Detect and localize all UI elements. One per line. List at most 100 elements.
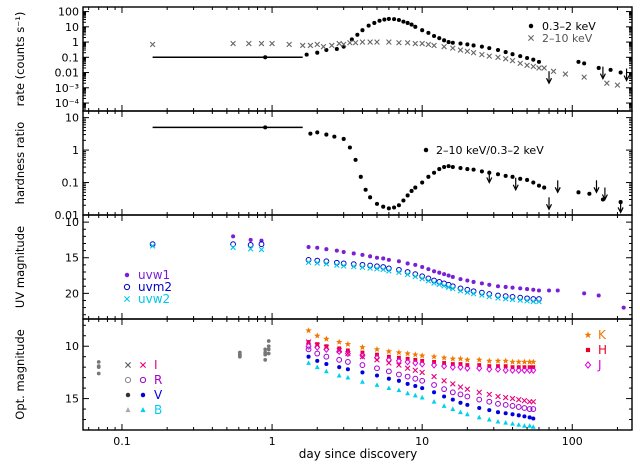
data-point bbox=[377, 18, 382, 23]
data-point bbox=[430, 353, 438, 360]
data-point bbox=[366, 23, 371, 28]
data-point bbox=[530, 63, 537, 70]
data-point bbox=[412, 273, 419, 280]
data-point bbox=[465, 167, 470, 172]
data-point bbox=[413, 185, 418, 190]
data-point bbox=[350, 261, 357, 268]
data-point bbox=[457, 384, 464, 390]
data-point bbox=[477, 405, 482, 411]
data-point bbox=[518, 54, 523, 59]
data-point bbox=[344, 359, 351, 365]
data-point bbox=[404, 39, 411, 46]
data-point bbox=[431, 361, 438, 369]
data-point bbox=[340, 263, 347, 269]
data-point bbox=[464, 356, 471, 363]
data-point bbox=[345, 367, 350, 372]
early-point bbox=[96, 364, 101, 368]
data-point bbox=[374, 365, 380, 372]
data-point bbox=[441, 403, 447, 408]
data-point bbox=[536, 59, 542, 64]
data-point bbox=[396, 371, 402, 378]
y-axis-label: hardness ratio bbox=[13, 122, 27, 205]
legend-label: 0.3–2 keV bbox=[542, 20, 596, 33]
data-point bbox=[426, 30, 431, 35]
data-point bbox=[405, 193, 410, 198]
data-point bbox=[509, 366, 516, 374]
y-tick-label: 0.01 bbox=[55, 209, 80, 222]
data-point bbox=[305, 259, 312, 266]
data-point bbox=[404, 373, 411, 380]
upper-limit-arrow bbox=[599, 73, 606, 80]
data-point bbox=[446, 40, 451, 45]
data-point bbox=[360, 28, 365, 33]
data-point bbox=[396, 266, 402, 273]
data-point bbox=[404, 358, 411, 366]
data-point bbox=[510, 285, 515, 290]
data-point bbox=[596, 65, 601, 71]
upper-limit-arrow bbox=[545, 204, 553, 211]
data-point bbox=[441, 362, 448, 370]
panel-frame bbox=[82, 110, 633, 216]
data-point bbox=[502, 366, 509, 374]
data-point bbox=[425, 278, 432, 284]
data-point bbox=[367, 262, 374, 269]
data-point bbox=[502, 295, 509, 302]
data-point bbox=[503, 364, 508, 369]
data-point bbox=[230, 241, 236, 248]
data-point bbox=[386, 376, 391, 381]
data-point bbox=[526, 406, 533, 412]
data-point bbox=[349, 37, 354, 42]
series-uvw2 bbox=[149, 243, 542, 305]
data-point bbox=[531, 180, 536, 185]
data-point bbox=[442, 165, 447, 170]
data-point bbox=[536, 296, 542, 302]
data-point bbox=[359, 362, 366, 368]
data-point bbox=[420, 28, 425, 33]
series-0-3-2-kev bbox=[152, 16, 630, 85]
data-point bbox=[367, 265, 373, 271]
data-point bbox=[413, 262, 418, 267]
legend-label: K bbox=[598, 328, 607, 342]
data-point bbox=[536, 183, 542, 188]
data-point bbox=[441, 386, 448, 393]
y-tick-label: 10 bbox=[65, 21, 79, 34]
panel-hardness: 10 1 0.1 0.01 hardness ratio 2–10 keV/0.3–2 k… bbox=[13, 110, 633, 222]
legend-marker bbox=[140, 392, 146, 398]
data-point bbox=[314, 332, 321, 339]
data-point bbox=[470, 49, 477, 56]
data-point bbox=[248, 237, 253, 242]
data-point bbox=[308, 131, 313, 136]
data-point bbox=[531, 416, 536, 421]
data-point bbox=[581, 74, 587, 80]
data-point bbox=[587, 191, 592, 196]
data-point bbox=[495, 54, 501, 61]
data-point bbox=[315, 50, 320, 55]
data-point bbox=[596, 293, 601, 298]
data-point bbox=[374, 373, 380, 378]
data-point bbox=[247, 242, 254, 248]
data-region bbox=[152, 125, 624, 214]
legend-label: uvm2 bbox=[138, 280, 172, 294]
y-tick-label: 1 bbox=[72, 36, 79, 49]
data-point bbox=[522, 423, 527, 428]
series-k bbox=[305, 327, 537, 365]
data-point bbox=[405, 390, 411, 396]
x-tick-label: 1 bbox=[269, 435, 276, 448]
data-point bbox=[608, 67, 613, 72]
data-point bbox=[352, 39, 359, 46]
data-point bbox=[440, 354, 448, 361]
y-tick-label: 0.1 bbox=[62, 177, 80, 190]
data-point bbox=[431, 399, 437, 404]
data-point bbox=[476, 389, 483, 396]
data-point bbox=[431, 373, 437, 380]
data-point bbox=[269, 40, 275, 47]
data-point bbox=[263, 125, 268, 130]
data-point bbox=[503, 50, 508, 55]
data-point bbox=[373, 346, 381, 353]
data-point bbox=[431, 277, 437, 284]
data-point bbox=[550, 68, 557, 75]
upper-limit-arrow bbox=[545, 77, 553, 85]
data-point bbox=[432, 170, 437, 175]
data-point bbox=[449, 389, 456, 396]
legend-marker bbox=[125, 392, 131, 398]
